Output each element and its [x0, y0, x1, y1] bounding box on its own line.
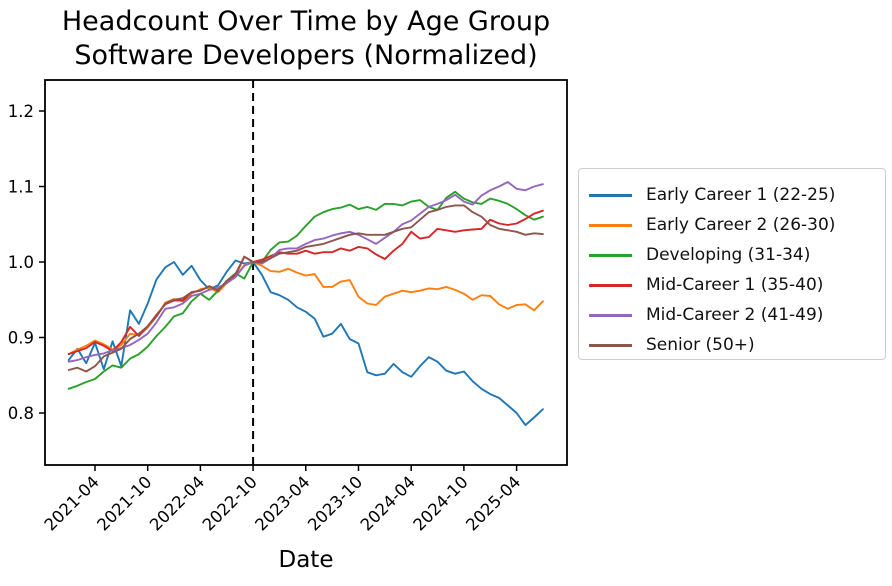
legend-item-label: Early Career 2 (26-30) — [646, 215, 836, 235]
legend-item-early-career-2-26-30: Early Career 2 (26-30) — [589, 210, 877, 240]
x-tick-label: 2025-04 — [462, 472, 524, 534]
series-line-mid-career-2-41-49 — [67, 181, 544, 363]
y-tick-label: 0.8 — [8, 404, 34, 423]
series-line-early-career-1-22-25 — [67, 259, 544, 427]
x-tick-label: 2023-04 — [251, 472, 313, 534]
legend-item-label: Mid-Career 2 (41-49) — [646, 305, 824, 325]
chart-title-line1: Headcount Over Time by Age Group — [61, 6, 551, 37]
x-tick-label: 2021-10 — [93, 472, 155, 534]
series-line-early-career-2-26-30 — [67, 261, 544, 356]
x-tick-label: 2021-04 — [41, 472, 103, 534]
y-tick-label: 0.9 — [8, 328, 34, 347]
x-axis-label: Date — [278, 547, 334, 573]
legend-line-swatch — [589, 283, 632, 287]
legend-line-swatch — [589, 223, 632, 227]
series-line-developing-31-34 — [67, 190, 544, 390]
legend-line-swatch — [589, 253, 632, 257]
legend-item-label: Early Career 1 (22-25) — [646, 185, 836, 205]
series-line-senior-50 — [67, 204, 544, 373]
legend-line-swatch — [589, 313, 632, 317]
plot-border — [44, 79, 568, 466]
y-tick-label: 1.0 — [8, 253, 34, 272]
legend-item-early-career-1-22-25: Early Career 1 (22-25) — [589, 180, 877, 210]
legend-item-mid-career-2-41-49: Mid-Career 2 (41-49) — [589, 300, 877, 330]
chart-title-line2: Software Developers (Normalized) — [74, 40, 538, 71]
x-tick-label: 2024-10 — [410, 472, 472, 534]
legend-line-swatch — [589, 343, 632, 347]
legend-item-mid-career-1-35-40: Mid-Career 1 (35-40) — [589, 270, 877, 300]
x-tick-label: 2022-10 — [199, 472, 261, 534]
legend-item-label: Developing (31-34) — [646, 245, 811, 265]
legend-item-label: Senior (50+) — [646, 335, 755, 355]
legend-item-senior-50: Senior (50+) — [589, 330, 877, 360]
chart-title: Headcount Over Time by Age Group Softwar… — [0, 5, 612, 73]
legend-item-developing-31-34: Developing (31-34) — [589, 240, 877, 270]
x-tick-label: 2023-10 — [304, 472, 366, 534]
y-tick-label: 1.1 — [8, 177, 34, 196]
x-tick-label: 2024-04 — [357, 472, 419, 534]
y-tick-label: 1.2 — [8, 102, 34, 121]
legend-item-label: Mid-Career 1 (35-40) — [646, 275, 824, 295]
x-tick-label: 2022-04 — [146, 472, 208, 534]
legend-line-swatch — [589, 193, 632, 197]
legend: Early Career 1 (22-25) Early Career 2 (26… — [578, 168, 886, 360]
